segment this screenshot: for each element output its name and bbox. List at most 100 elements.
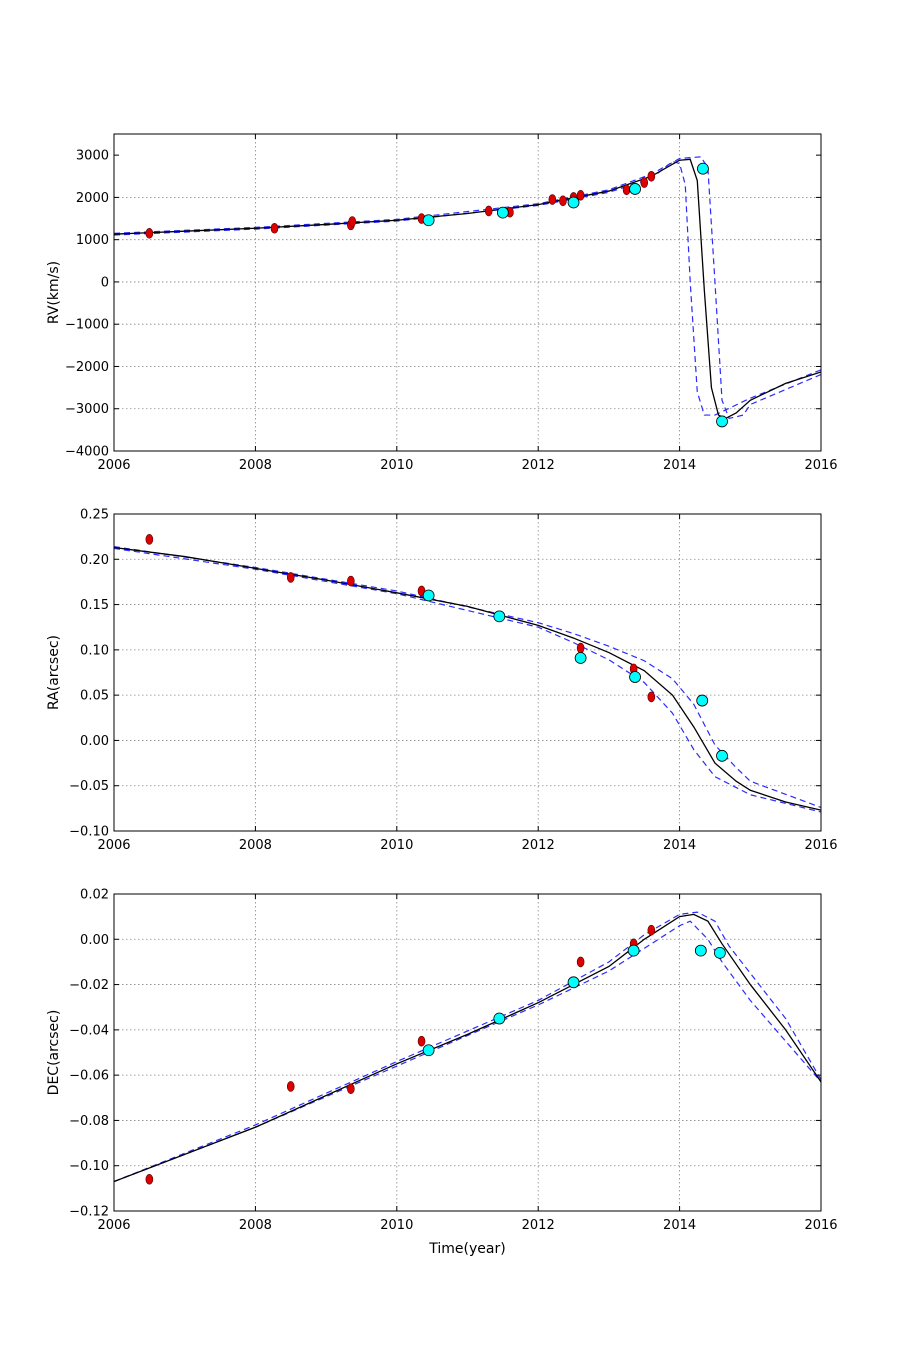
cyan-data-point bbox=[567, 196, 580, 209]
plot-area bbox=[114, 894, 821, 1211]
band-lower-line bbox=[114, 920, 821, 1183]
y-tick-label: 0.10 bbox=[80, 643, 109, 658]
y-tick-label: −4000 bbox=[65, 445, 109, 460]
y-axis-label: RA(arcsec) bbox=[46, 635, 62, 710]
red-data-point bbox=[145, 1174, 154, 1185]
red-data-point bbox=[270, 222, 279, 234]
plot-area bbox=[114, 134, 821, 451]
cyan-data-point bbox=[422, 589, 435, 602]
x-tick-label: 2006 bbox=[97, 838, 130, 853]
chart-dec: 2006 2008 2010 2012 2014 2016 −0.12 −0.10 −0.08 −… bbox=[46, 888, 838, 1258]
red-data-point bbox=[286, 1081, 295, 1092]
cyan-data-point bbox=[629, 671, 641, 683]
y-tick-label: −0.04 bbox=[69, 1023, 109, 1038]
y-tick-label: 0.05 bbox=[80, 689, 109, 704]
plot-layer bbox=[114, 911, 821, 1185]
model-line bbox=[114, 158, 821, 420]
y-tick-label: 0.00 bbox=[80, 933, 109, 948]
cyan-data-point bbox=[716, 415, 728, 428]
red-data-point bbox=[576, 642, 585, 654]
red-data-point bbox=[576, 189, 585, 201]
cyan-data-point bbox=[697, 162, 709, 175]
plot-area bbox=[114, 514, 821, 831]
x-tick-label: 2010 bbox=[380, 1218, 413, 1233]
band-lower-line bbox=[114, 547, 821, 813]
y-tick-label: 2000 bbox=[76, 191, 109, 206]
red-data-point bbox=[286, 572, 295, 583]
y-tick-label: 3000 bbox=[76, 149, 109, 164]
red-data-point bbox=[145, 534, 154, 545]
plot-frame bbox=[113, 133, 822, 452]
red-data-point bbox=[559, 195, 567, 207]
red-data-point bbox=[647, 691, 656, 703]
y-axis-label: DEC(arcsec) bbox=[46, 1010, 62, 1096]
y-tick-label: 1000 bbox=[76, 233, 109, 248]
cyan-data-point bbox=[422, 1044, 435, 1057]
cyan-data-point bbox=[567, 976, 580, 989]
x-axis-label: Time(year) bbox=[428, 1241, 505, 1257]
x-tick-label: 2014 bbox=[663, 838, 696, 853]
y-tick-label: −2000 bbox=[65, 360, 109, 375]
x-tick-label: 2012 bbox=[522, 1218, 555, 1233]
cyan-data-point bbox=[493, 610, 506, 623]
plot-layer bbox=[114, 534, 821, 813]
band-upper-line bbox=[114, 546, 821, 809]
y-tick-label: 0.25 bbox=[80, 508, 109, 523]
cyan-data-point bbox=[422, 214, 435, 227]
y-tick-label: 0.20 bbox=[80, 553, 109, 568]
x-tick-label: 2014 bbox=[663, 1218, 696, 1233]
y-tick-label: 0.15 bbox=[80, 598, 109, 613]
x-tick-label: 2006 bbox=[97, 1218, 130, 1233]
y-tick-label: −0.10 bbox=[69, 1159, 109, 1174]
plot-layer bbox=[114, 156, 821, 428]
red-data-point bbox=[347, 1083, 355, 1095]
y-tick-label: −1000 bbox=[65, 318, 109, 333]
y-tick-label: −0.05 bbox=[69, 779, 109, 794]
y-tick-label: −0.06 bbox=[69, 1069, 109, 1084]
x-tick-label: 2008 bbox=[239, 838, 272, 853]
red-data-point bbox=[640, 177, 649, 188]
red-data-point bbox=[484, 205, 493, 217]
model-line bbox=[114, 913, 821, 1183]
plot-frame bbox=[113, 513, 822, 832]
cyan-data-point bbox=[627, 944, 640, 957]
plot-frame bbox=[113, 893, 822, 1212]
x-tick-label: 2016 bbox=[804, 1218, 837, 1233]
red-data-point bbox=[348, 216, 357, 227]
y-tick-label: −0.12 bbox=[69, 1205, 109, 1220]
red-data-point bbox=[576, 956, 585, 968]
cyan-data-point bbox=[713, 946, 726, 959]
x-tick-label: 2014 bbox=[663, 458, 696, 473]
y-tick-label: −0.10 bbox=[69, 825, 109, 840]
chart-ra: 2006 2008 2010 2012 2014 2016 −0.10 −0.05 0.00 0.… bbox=[46, 508, 838, 854]
x-tick-label: 2008 bbox=[239, 458, 272, 473]
x-tick-label: 2012 bbox=[522, 458, 555, 473]
red-data-point bbox=[347, 575, 355, 587]
x-tick-label: 2010 bbox=[380, 458, 413, 473]
cyan-data-point bbox=[493, 1012, 506, 1025]
x-tick-label: 2016 bbox=[804, 838, 837, 853]
red-data-point bbox=[647, 924, 656, 936]
cyan-data-point bbox=[696, 694, 709, 707]
band-upper-line bbox=[114, 156, 821, 420]
red-data-point bbox=[145, 228, 154, 239]
x-tick-label: 2016 bbox=[804, 458, 837, 473]
red-data-point bbox=[647, 170, 656, 182]
y-tick-label: −3000 bbox=[65, 402, 109, 417]
cyan-data-point bbox=[496, 206, 509, 219]
cyan-data-point bbox=[629, 183, 641, 195]
model-line bbox=[114, 546, 821, 811]
x-tick-label: 2008 bbox=[239, 1218, 272, 1233]
cyan-data-point bbox=[694, 944, 707, 957]
chart-rv: 2006 2008 2010 2012 2014 2016 −4000 −3000 −2000 −… bbox=[46, 133, 838, 473]
y-tick-label: 0.02 bbox=[80, 888, 109, 903]
y-axis-label: RV(km/s) bbox=[46, 261, 62, 324]
cyan-data-point bbox=[716, 749, 728, 762]
x-tick-label: 2012 bbox=[522, 838, 555, 853]
cyan-data-point bbox=[574, 652, 587, 664]
x-tick-label: 2006 bbox=[97, 458, 130, 473]
red-data-point bbox=[622, 184, 631, 196]
y-tick-label: 0 bbox=[101, 275, 109, 290]
y-tick-label: −0.02 bbox=[69, 978, 109, 993]
